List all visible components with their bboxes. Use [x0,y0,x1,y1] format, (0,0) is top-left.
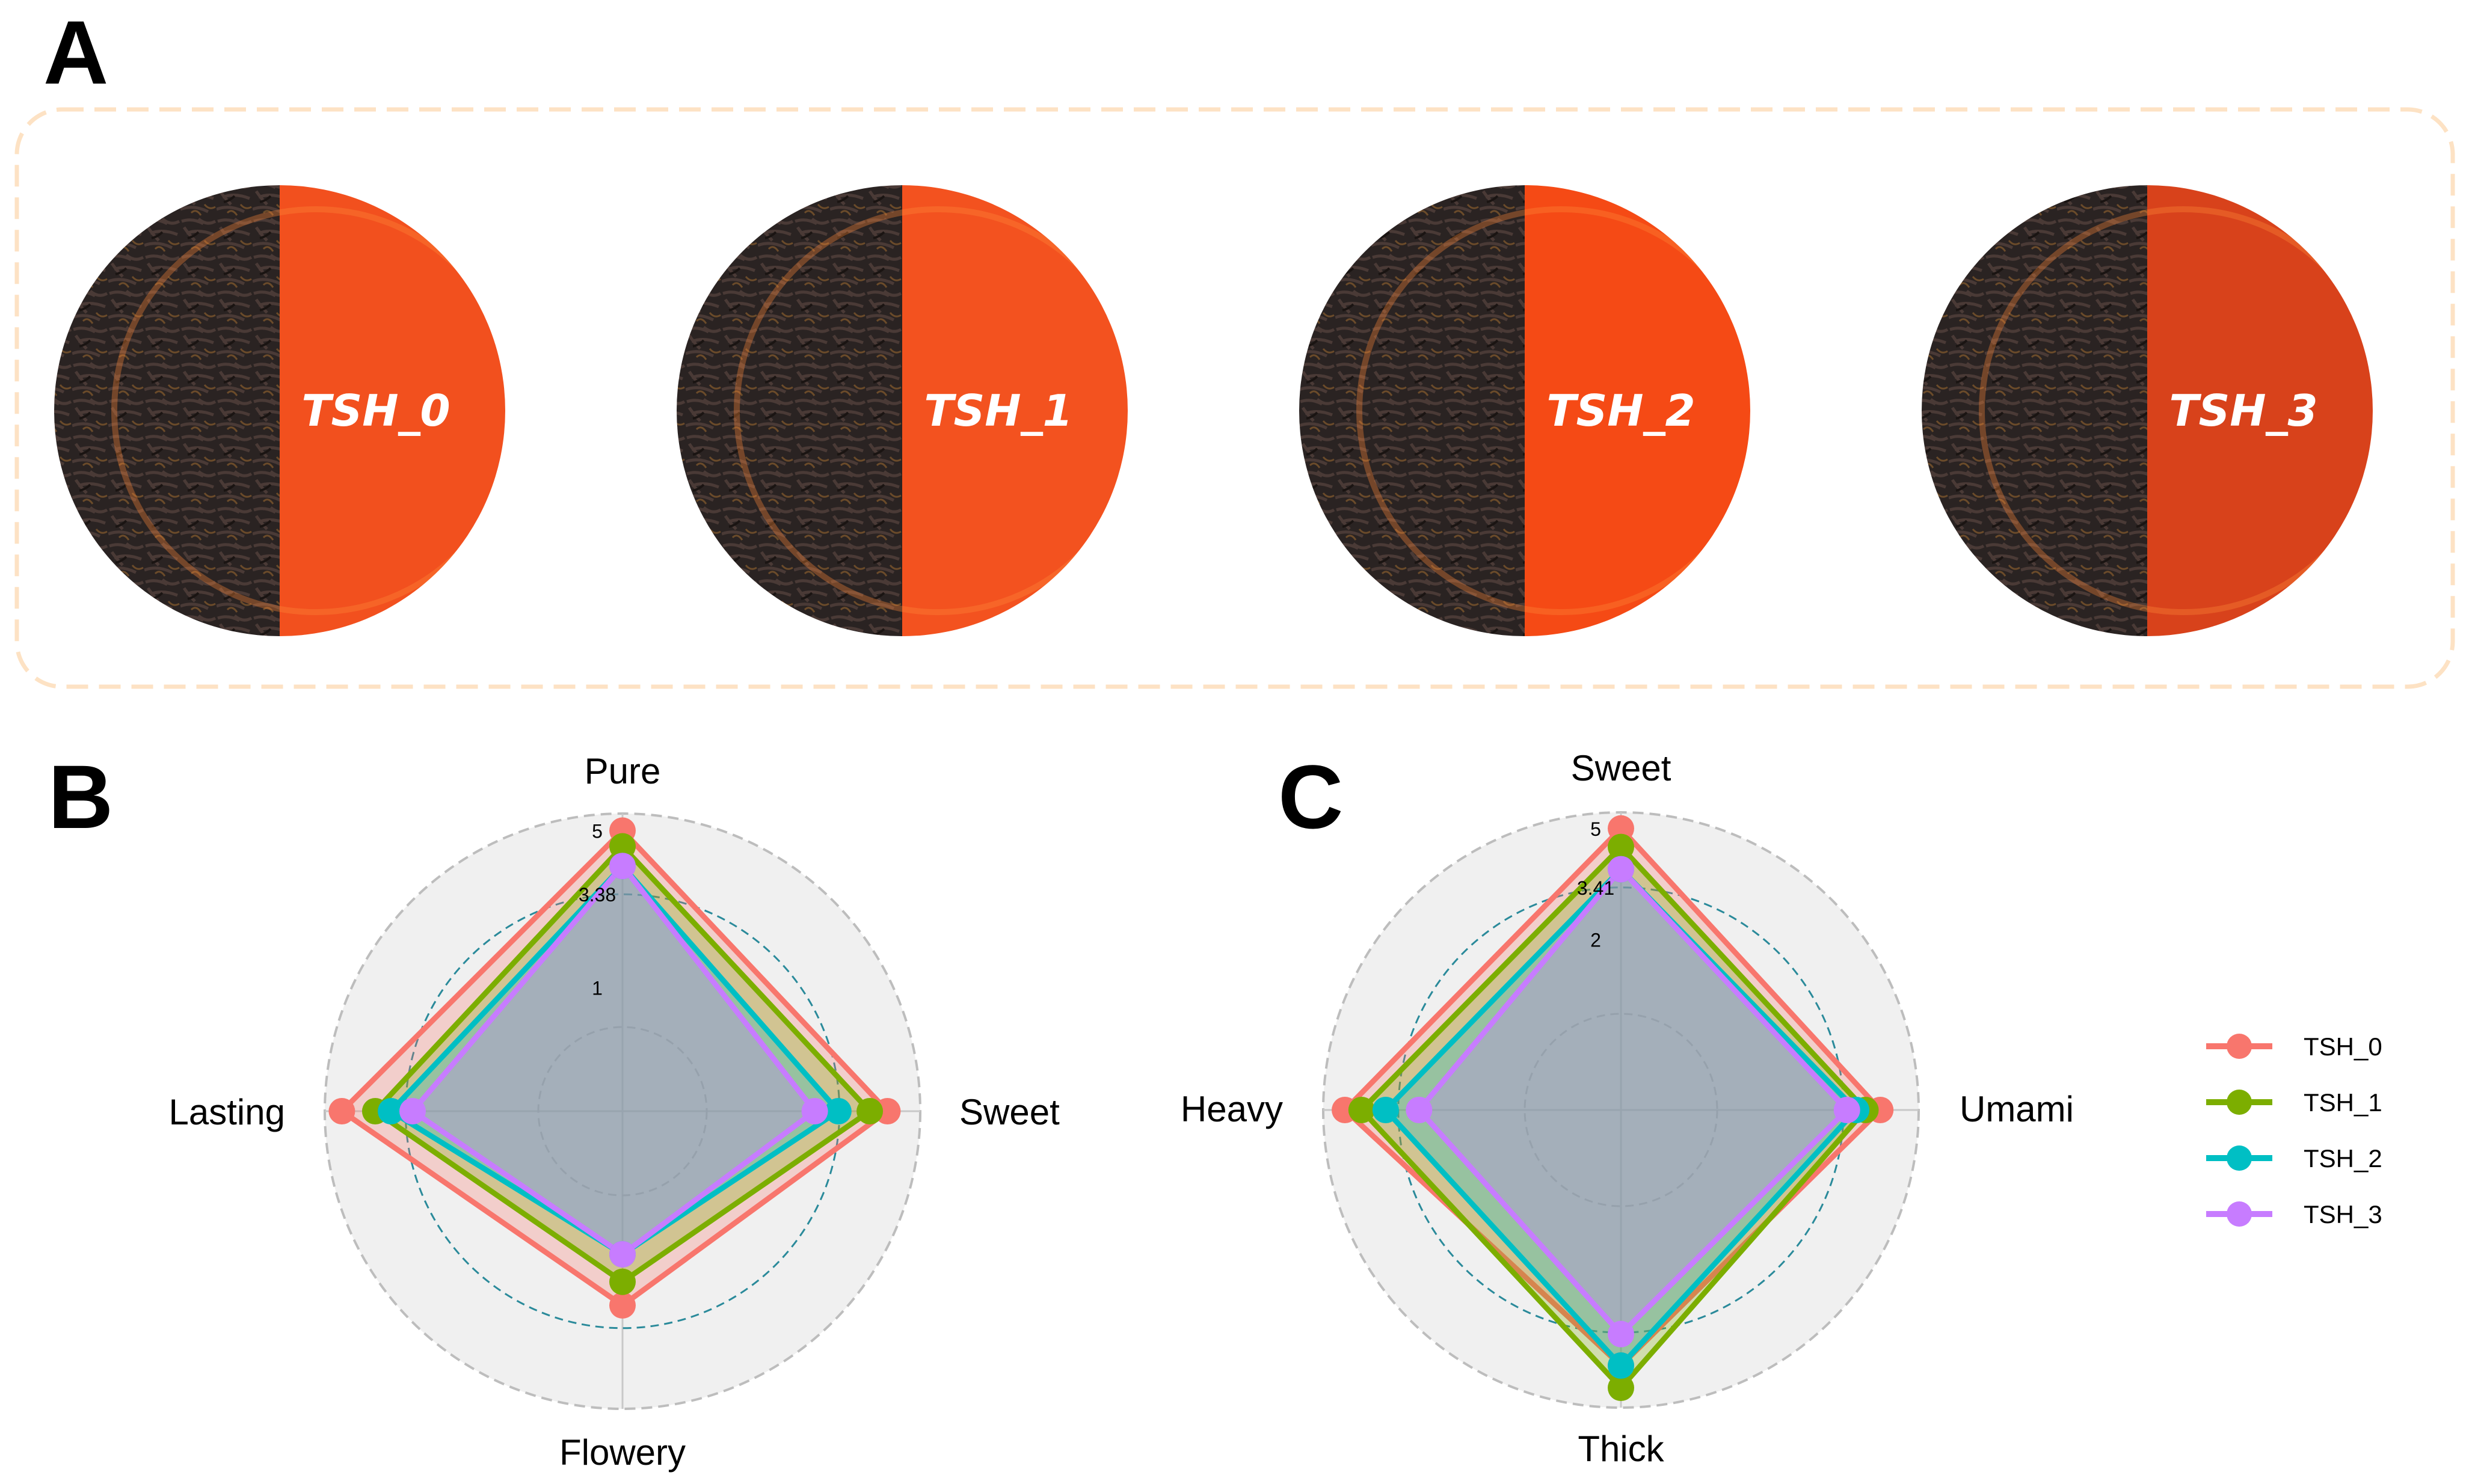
legend-label: TSH_3 [2304,1200,2382,1228]
tea-photo: TSH_3 [1922,185,2373,636]
radar-point [399,1098,426,1124]
radar-chart-b: 5 3.38 1 Pure Sweet Flowery Lasting [169,751,1060,1473]
radar-axis-label: Pure [585,751,661,791]
radar-point [378,1098,405,1124]
radar-inner-ring [1524,1013,1718,1207]
radar-point [856,1098,884,1124]
tea-leaves-half [54,185,280,636]
radar-point [1608,815,1634,842]
photo-frame [14,107,2455,689]
radar-ring-label: 3.41 [1577,877,1614,899]
panel-label-a: A [43,2,109,103]
legend-label: TSH_0 [2304,1032,2382,1061]
radar-chart-c: 5 3.41 2 Sweet Umami Thick Heavy [1181,748,2074,1469]
radar-point [1406,1097,1433,1123]
radar-point [1608,833,1634,860]
tea-leaves-half [677,185,902,636]
legend-swatch-point [2227,1145,2252,1171]
radar-point [1608,1375,1634,1402]
radar-axis-label: Lasting [169,1092,285,1132]
radar-axis-label: Thick [1578,1429,1664,1469]
radar-point [609,1292,636,1319]
radar-point [1608,856,1634,883]
legend-swatch-point [2227,1090,2252,1115]
radar-point [1348,1097,1375,1123]
legend-swatch-point [2227,1034,2252,1059]
tea-photo: TSH_2 [1299,185,1750,636]
radar-point [1608,1352,1634,1379]
radar-point [1833,1097,1860,1123]
radar-ring-label: 1 [592,978,603,999]
radar-point [825,1098,852,1124]
radar-point [801,1098,828,1124]
panel-label-b: B [48,746,114,847]
radar-point [609,833,636,860]
tea-leaves-half [1922,185,2147,636]
radar-axis-label: Umami [1960,1089,2074,1129]
radar-point [328,1098,355,1124]
legend-item: TSH_3 [2206,1200,2382,1228]
radar-point [609,1268,636,1295]
radar-point [609,853,636,880]
legend-label: TSH_1 [2304,1088,2382,1117]
tea-sample-label: TSH_0 [301,385,450,436]
tea-photos: TSH_0 TSH_1 TSH_2 TSH_3 [54,185,2373,636]
tea-sample-label: TSH_3 [2169,385,2317,436]
legend-item: TSH_2 [2206,1144,2382,1173]
legend-label: TSH_2 [2304,1144,2382,1173]
radar-point [1372,1097,1399,1123]
legend-item: TSH_0 [2206,1032,2382,1061]
radar-axis-label: Flowery [559,1432,686,1473]
radar-point [609,1240,636,1268]
legend-swatch-point [2227,1201,2252,1227]
radar-ring-label: 5 [1590,818,1601,840]
legend-item: TSH_1 [2206,1088,2382,1117]
panel-label-c: C [1278,746,1344,847]
tea-sample-label: TSH_2 [1546,385,1695,436]
radar-ring-label: 3.38 [579,884,616,906]
tea-leaves-half [1299,185,1525,636]
tea-photo: TSH_0 [54,185,505,636]
radar-axis-label: Heavy [1181,1089,1283,1129]
legend: TSH_0 TSH_1 TSH_2 TSH_3 [2206,1032,2382,1228]
tea-sample-label: TSH_1 [924,385,1072,436]
radar-axis-label: Sweet [1571,748,1671,788]
radar-axis-label: Sweet [959,1092,1060,1132]
tea-photo: TSH_1 [677,185,1128,636]
radar-inner-ring [537,1026,708,1197]
radar-ring-label: 2 [1590,930,1601,951]
radar-point [1608,1320,1634,1348]
radar-ring-label: 5 [592,820,603,842]
